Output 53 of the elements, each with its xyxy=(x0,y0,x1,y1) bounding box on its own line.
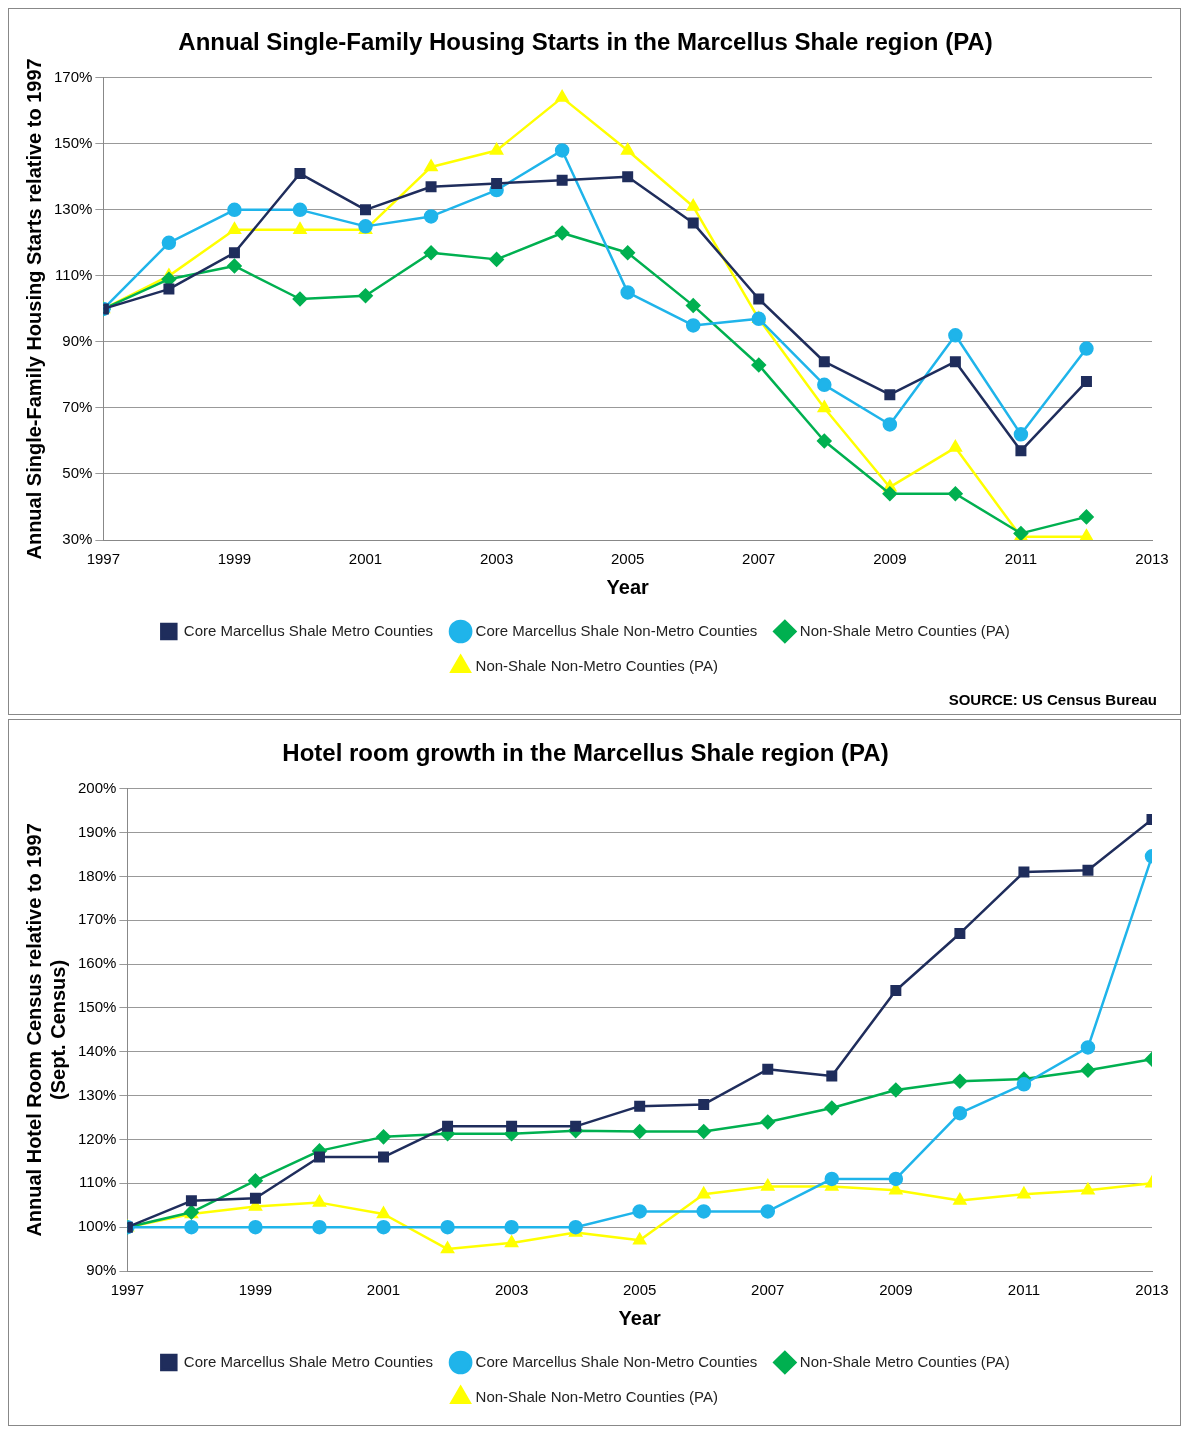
x-tick-label: 1999 xyxy=(217,550,252,568)
y-axis-title: Annual Hotel Room Census relative to 1997 (Sept. Census) xyxy=(22,823,69,1237)
y-tick-label: 70% xyxy=(62,398,93,416)
legend-label: Non-Shale Metro Counties (PA) xyxy=(799,1352,1010,1370)
y-tick-label: 120% xyxy=(77,1129,117,1147)
legend-label: Core Marcellus Shale Metro Counties xyxy=(183,1352,434,1370)
y-tick-label: 130% xyxy=(77,1085,117,1103)
legend-label: Non-Shale Non-Metro Counties (PA) xyxy=(475,656,718,674)
x-tick-label: 2003 xyxy=(494,1281,529,1299)
x-tick-label: 1997 xyxy=(110,1281,145,1299)
x-tick-label: 2011 xyxy=(1007,1281,1041,1299)
chart-title: Annual Single-Family Housing Starts in the Marcellus Shale region (PA) xyxy=(178,28,993,56)
x-tick-label: 2005 xyxy=(622,1281,657,1299)
chart-title: Hotel room growth in the Marcellus Shale region (PA) xyxy=(282,739,889,767)
y-tick-label: 100% xyxy=(77,1217,117,1235)
y-tick-label: 50% xyxy=(62,464,93,482)
y-tick-label: 200% xyxy=(77,778,117,796)
y-tick-label: 180% xyxy=(77,866,117,884)
x-tick-label: 1997 xyxy=(86,550,121,568)
x-tick-label: 1999 xyxy=(238,1281,273,1299)
legend-label: Non-Shale Metro Counties (PA) xyxy=(799,621,1010,639)
x-tick-label: 2013 xyxy=(1135,550,1169,568)
x-tick-label: 2013 xyxy=(1135,1281,1169,1299)
x-tick-label: 2009 xyxy=(879,1281,913,1299)
x-tick-label: 2001 xyxy=(348,550,383,568)
y-tick-label: 190% xyxy=(77,822,117,840)
x-tick-label: 2003 xyxy=(479,550,514,568)
x-tick-label: 2009 xyxy=(873,550,907,568)
y-tick-label: 110% xyxy=(55,266,93,284)
x-axis-title: Year xyxy=(618,1306,662,1329)
y-axis-title: Annual Single-Family Housing Starts relative to 1997 xyxy=(22,58,45,560)
y-tick-label: 110% xyxy=(79,1173,117,1191)
y-tick-label: 170% xyxy=(77,910,117,928)
x-tick-label: 2011 xyxy=(1004,550,1038,568)
source-note: SOURCE: US Census Bureau xyxy=(948,690,1157,708)
x-tick-label: 2005 xyxy=(610,550,645,568)
y-tick-label: 90% xyxy=(86,1261,117,1279)
y-tick-label: 160% xyxy=(77,954,117,972)
x-tick-label: 2001 xyxy=(366,1281,401,1299)
y-tick-label: 150% xyxy=(53,133,93,151)
legend-label: Core Marcellus Shale Non-Metro Counties xyxy=(475,1352,758,1370)
legend-label: Non-Shale Non-Metro Counties (PA) xyxy=(475,1387,718,1405)
y-tick-label: 130% xyxy=(53,200,93,217)
x-tick-label: 2007 xyxy=(751,1281,785,1299)
y-tick-label: 30% xyxy=(62,530,93,548)
legend-label: Core Marcellus Shale Metro Counties xyxy=(183,621,434,639)
y-tick-label: 170% xyxy=(53,67,93,85)
y-tick-label: 140% xyxy=(77,1041,117,1059)
y-tick-label: 150% xyxy=(77,998,117,1016)
x-tick-label: 2007 xyxy=(742,550,776,568)
legend-label: Core Marcellus Shale Non-Metro Counties xyxy=(475,621,758,639)
x-axis-title: Year xyxy=(606,575,650,598)
y-tick-label: 90% xyxy=(62,332,93,350)
